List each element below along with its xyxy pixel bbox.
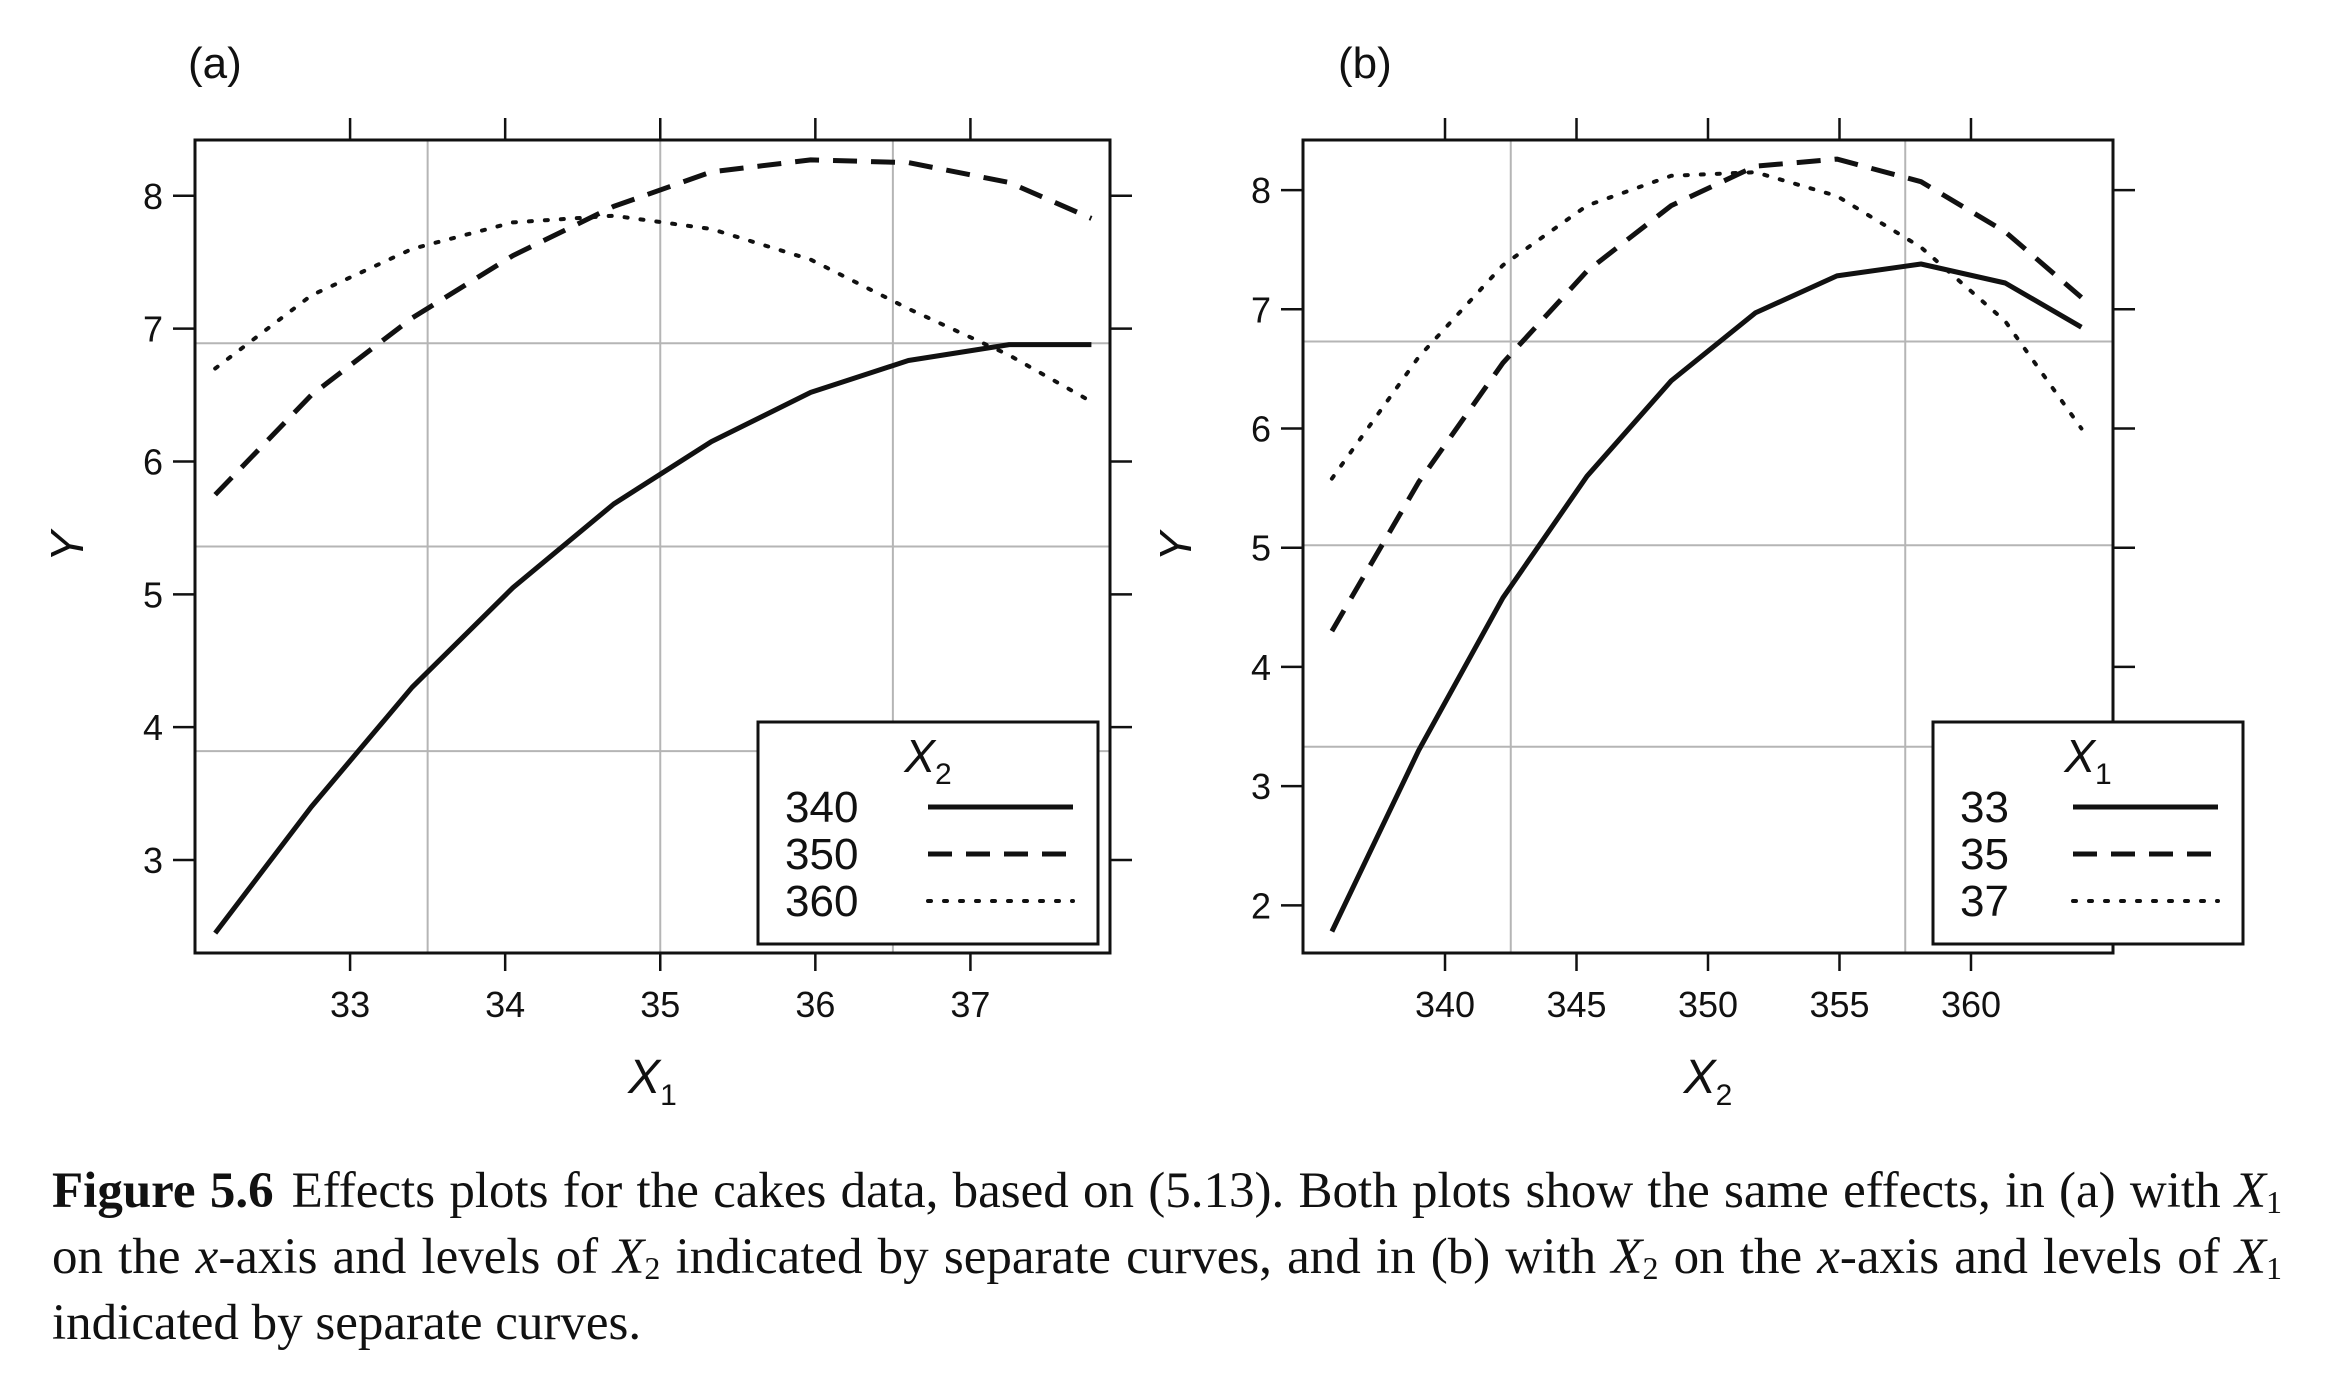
x-tick-label: 37 (950, 984, 990, 1025)
series-line-33 (1329, 261, 2083, 933)
caption-text-2: on the (52, 1229, 196, 1285)
legend-label-37: 37 (1960, 877, 2009, 926)
x-tick-label: 360 (1941, 984, 2001, 1025)
effects-plot-b: (b)3403453503553602345678X2YX1333537 (1160, 39, 2245, 1112)
caption-axis-var: x (195, 1229, 219, 1285)
x-tick-label: 340 (1415, 984, 1475, 1025)
panel-label: (b) (1338, 39, 1392, 88)
caption-sub: 1 (2266, 1250, 2283, 1286)
x-tick-label: 34 (485, 984, 525, 1025)
caption-sub: 2 (1642, 1250, 1659, 1286)
caption-var: X (613, 1229, 645, 1285)
series-line-340 (213, 342, 1092, 935)
x-axis-label-subscript: 1 (660, 1079, 677, 1112)
x-tick-label: 33 (330, 984, 370, 1025)
y-tick-label: 4 (143, 707, 163, 748)
caption-text-4: indicated by separate curves, and in (b)… (660, 1229, 1612, 1285)
legend-box (756, 720, 1100, 946)
series-line-360 (213, 213, 1094, 404)
caption-text-6: -axis and levels of (1839, 1229, 2235, 1285)
x-axis-label-subscript: 2 (1716, 1079, 1733, 1112)
x-tick-label: 36 (795, 984, 835, 1025)
legend-box (1931, 720, 2245, 946)
plot-frame (193, 138, 1112, 955)
caption-text-1: Effects plots for the cakes data, based … (291, 1163, 2235, 1219)
y-tick-label: 5 (143, 574, 163, 615)
legend-label-33: 33 (1960, 783, 2009, 832)
series-line-350 (213, 157, 1093, 497)
caption-var: X (2234, 1229, 2267, 1285)
legend-label-35: 35 (1960, 830, 2009, 879)
y-tick-label: 5 (1251, 528, 1271, 569)
x-axis-label: X1 (627, 1051, 677, 1112)
x-axis-label: X2 (1683, 1051, 1733, 1112)
series-line-37 (1329, 170, 2084, 481)
caption-sub: 2 (644, 1250, 661, 1286)
legend-title-subscript: 2 (935, 758, 952, 791)
y-tick-label: 2 (1251, 885, 1271, 926)
caption-text-7: indicated by separate curves. (52, 1295, 642, 1351)
y-tick-label: 7 (1251, 289, 1271, 330)
caption-axis-var: x (1817, 1229, 1840, 1285)
legend-label-350: 350 (785, 830, 858, 879)
y-tick-label: 8 (1251, 170, 1271, 211)
series-line-35 (1329, 156, 2084, 633)
legend-label-340: 340 (785, 783, 858, 832)
panel-label: (a) (188, 39, 242, 88)
x-tick-label: 355 (1809, 984, 1869, 1025)
caption-text-3: -axis and levels of (218, 1229, 614, 1285)
caption-text-5: on the (1658, 1229, 1818, 1285)
plot-frame (1301, 138, 2115, 955)
y-tick-label: 3 (143, 840, 163, 881)
y-axis-label: Y (1160, 528, 1201, 562)
figure-number: Figure 5.6 (52, 1163, 274, 1219)
caption-sub: 1 (2266, 1184, 2282, 1220)
x-tick-label: 350 (1678, 984, 1738, 1025)
figure-caption: Figure 5.6 Effects plots for the cakes da… (52, 1158, 2282, 1356)
x-tick-label: 35 (640, 984, 680, 1025)
caption-var: X (1611, 1229, 1643, 1285)
y-tick-label: 4 (1251, 647, 1271, 688)
y-tick-label: 3 (1251, 766, 1271, 807)
x-tick-label: 345 (1546, 984, 1606, 1025)
y-tick-label: 7 (143, 309, 163, 350)
legend-title-subscript: 1 (2095, 758, 2112, 791)
legend-label-360: 360 (785, 877, 858, 926)
y-axis-label: Y (41, 528, 93, 562)
y-tick-label: 8 (143, 176, 163, 217)
y-tick-label: 6 (143, 441, 163, 482)
caption-var: X (2234, 1163, 2266, 1219)
y-tick-label: 6 (1251, 408, 1271, 449)
